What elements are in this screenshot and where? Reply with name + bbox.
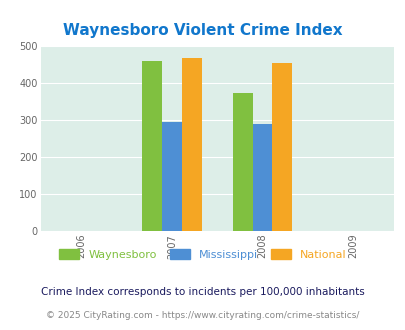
Bar — [252, 124, 272, 231]
Legend: Waynesboro, Mississippi, National: Waynesboro, Mississippi, National — [59, 249, 346, 260]
Bar — [272, 63, 292, 231]
Bar — [162, 122, 181, 231]
Bar — [142, 61, 162, 231]
Text: Crime Index corresponds to incidents per 100,000 inhabitants: Crime Index corresponds to incidents per… — [41, 287, 364, 297]
Text: Waynesboro Violent Crime Index: Waynesboro Violent Crime Index — [63, 23, 342, 38]
Bar — [232, 93, 252, 231]
Bar — [181, 58, 201, 231]
Text: © 2025 CityRating.com - https://www.cityrating.com/crime-statistics/: © 2025 CityRating.com - https://www.city… — [46, 311, 359, 320]
